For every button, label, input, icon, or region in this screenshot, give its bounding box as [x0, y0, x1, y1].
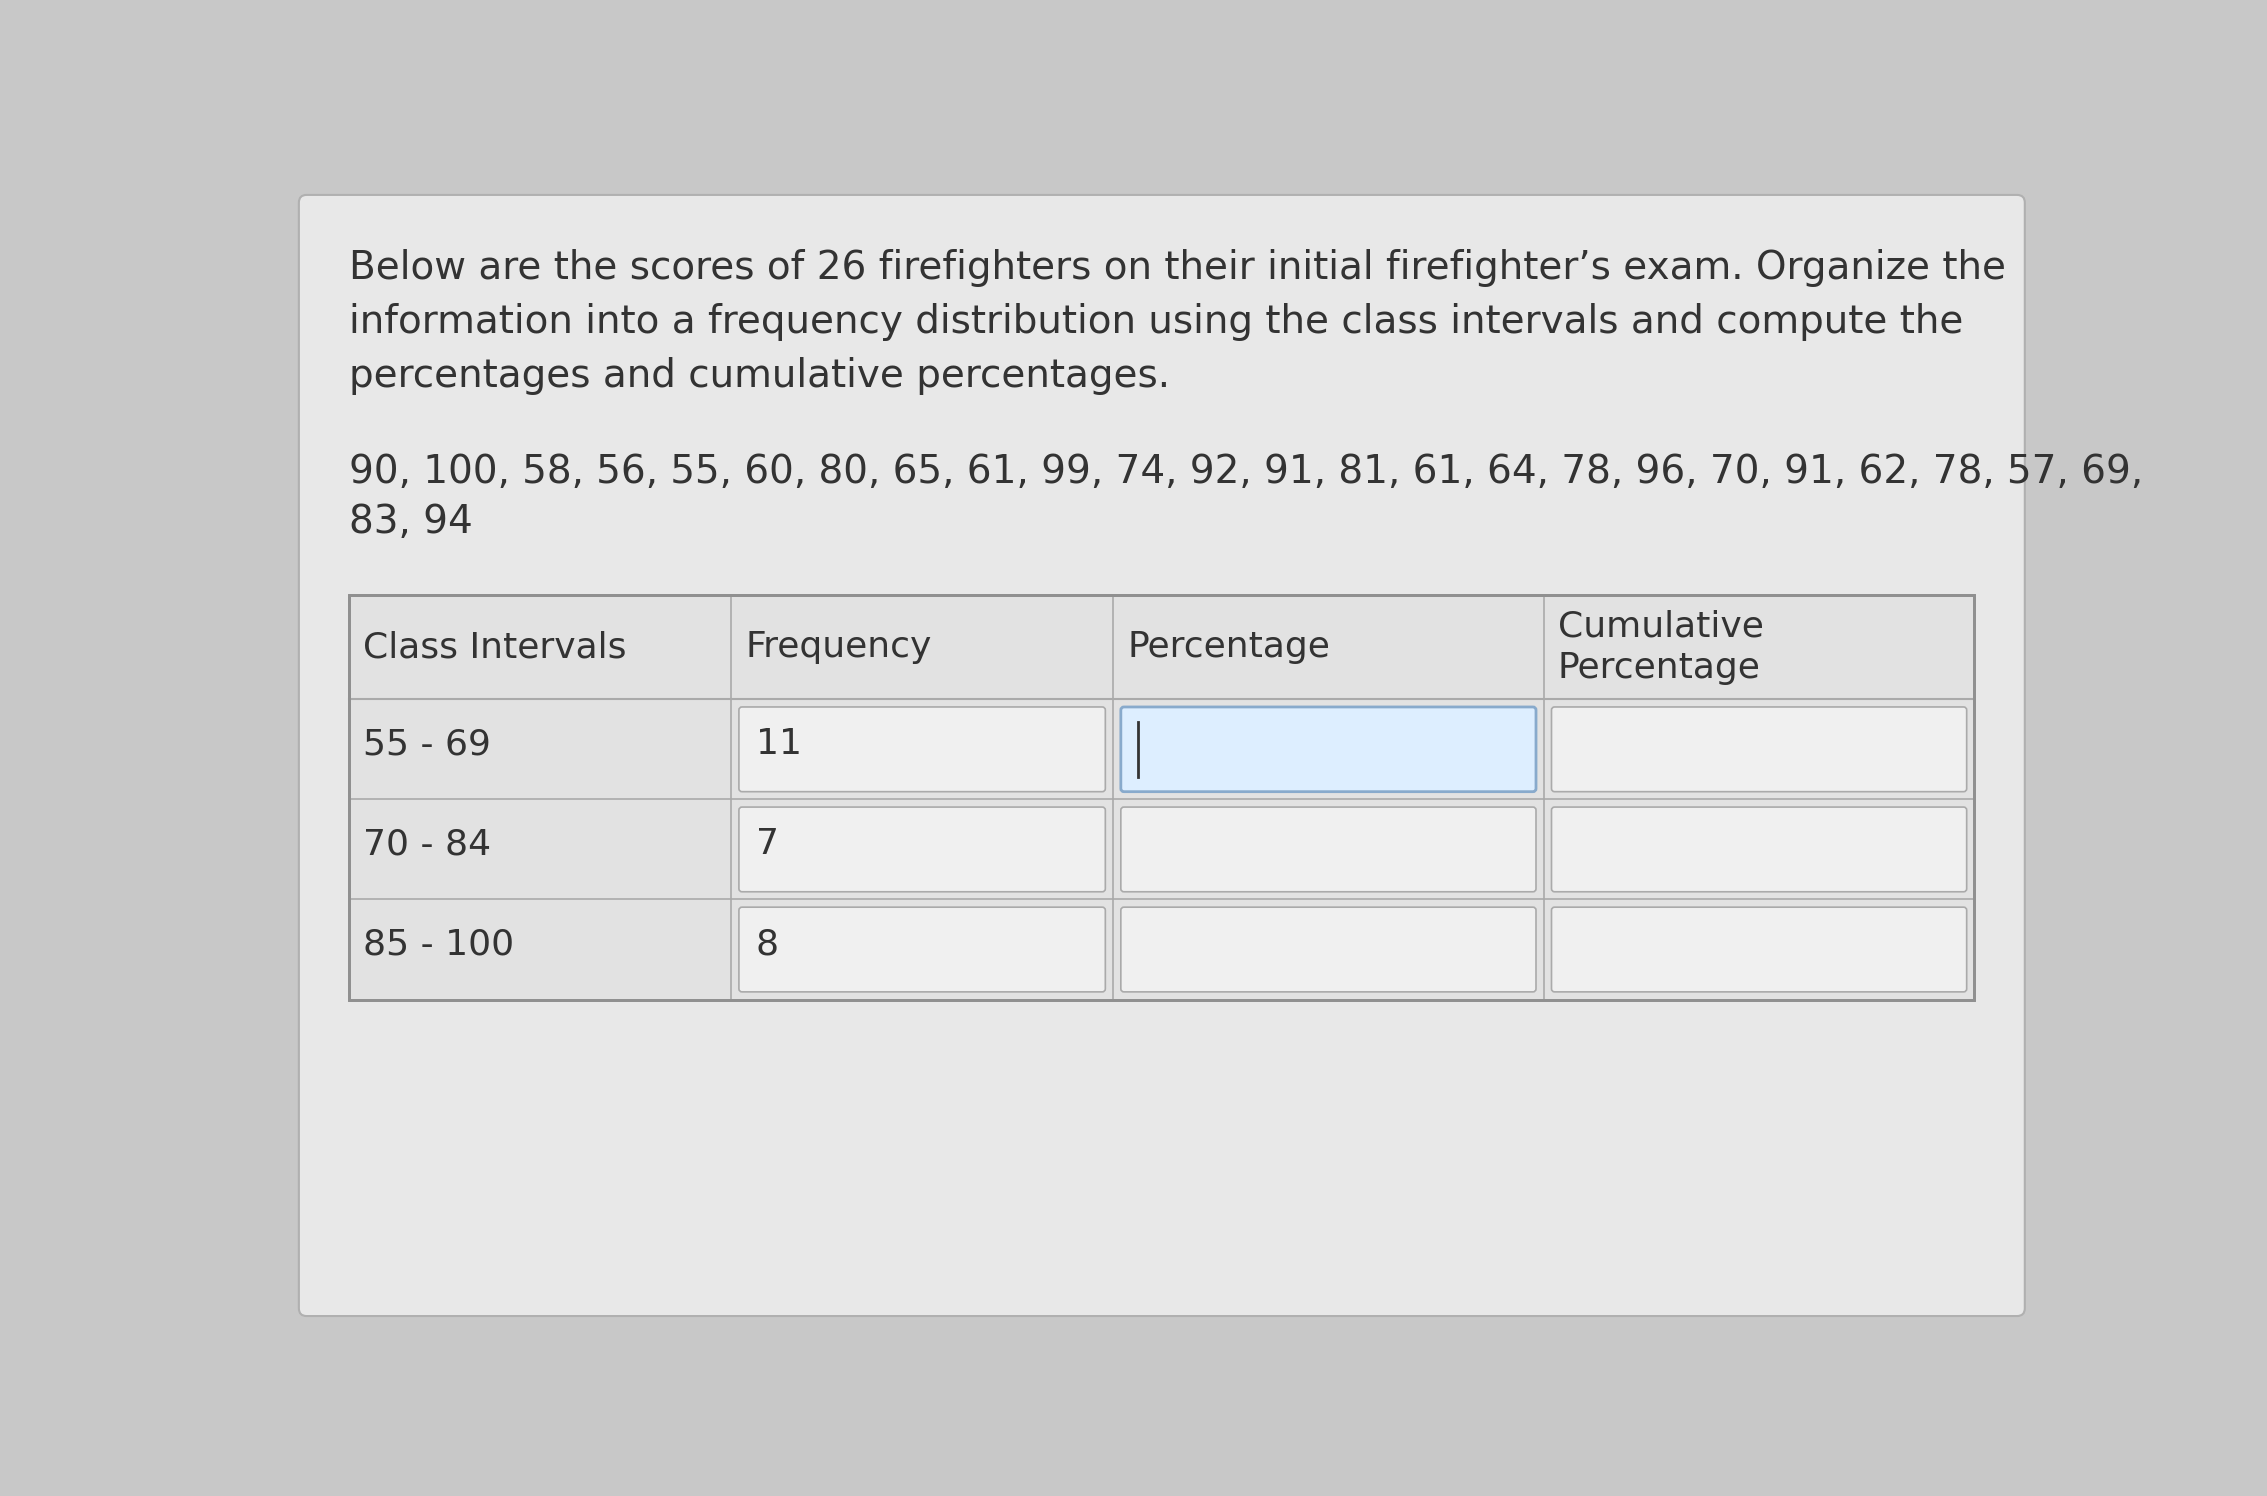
Bar: [1544, 799, 1975, 899]
FancyBboxPatch shape: [1551, 907, 1968, 992]
Text: Below are the scores of 26 firefighters on their initial firefighter’s exam. Org: Below are the scores of 26 firefighters …: [349, 248, 2006, 287]
FancyBboxPatch shape: [299, 194, 2024, 1316]
Text: 55 - 69: 55 - 69: [363, 727, 492, 761]
Bar: [732, 799, 1113, 899]
FancyBboxPatch shape: [739, 708, 1106, 791]
Bar: [349, 595, 1975, 999]
FancyBboxPatch shape: [739, 806, 1106, 892]
Bar: [1544, 899, 1975, 999]
Text: information into a frequency distribution using the class intervals and compute : information into a frequency distributio…: [349, 302, 1963, 341]
Text: 8: 8: [755, 928, 780, 962]
FancyBboxPatch shape: [1120, 708, 1537, 791]
Bar: [732, 899, 1113, 999]
FancyBboxPatch shape: [1551, 806, 1968, 892]
Bar: [1544, 699, 1975, 799]
Bar: [349, 595, 1975, 699]
Text: percentages and cumulative percentages.: percentages and cumulative percentages.: [349, 356, 1170, 395]
FancyBboxPatch shape: [739, 907, 1106, 992]
Text: 85 - 100: 85 - 100: [363, 928, 515, 962]
FancyBboxPatch shape: [1551, 708, 1968, 791]
Text: 7: 7: [755, 827, 780, 862]
Text: Cumulative
Percentage: Cumulative Percentage: [1557, 609, 1764, 685]
Bar: [1113, 899, 1544, 999]
Text: Frequency: Frequency: [746, 630, 932, 664]
Text: Percentage: Percentage: [1127, 630, 1331, 664]
Text: 83, 94: 83, 94: [349, 503, 474, 542]
Bar: [732, 699, 1113, 799]
Text: Class Intervals: Class Intervals: [363, 630, 626, 664]
FancyBboxPatch shape: [1120, 907, 1537, 992]
FancyBboxPatch shape: [1120, 806, 1537, 892]
Text: 90, 100, 58, 56, 55, 60, 80, 65, 61, 99, 74, 92, 91, 81, 61, 64, 78, 96, 70, 91,: 90, 100, 58, 56, 55, 60, 80, 65, 61, 99,…: [349, 453, 2142, 491]
Bar: [349, 699, 732, 799]
Bar: [349, 799, 732, 899]
Bar: [349, 595, 1975, 999]
Bar: [349, 899, 732, 999]
Bar: [1113, 699, 1544, 799]
Text: 70 - 84: 70 - 84: [363, 827, 492, 862]
Bar: [1113, 799, 1544, 899]
Text: 11: 11: [755, 727, 803, 761]
